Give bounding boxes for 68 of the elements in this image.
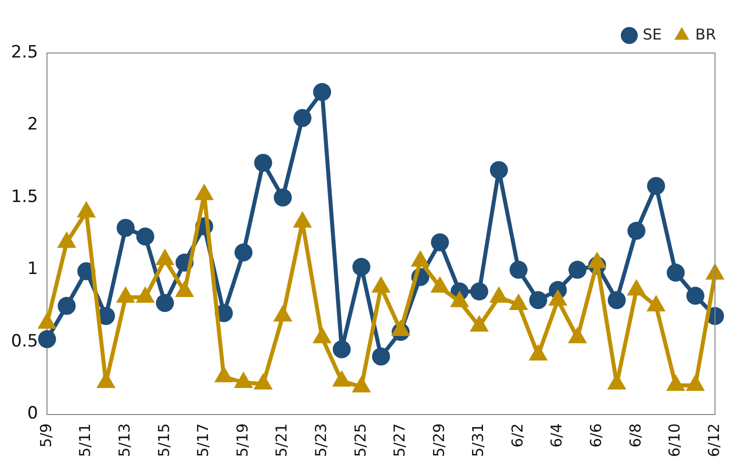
x-tick-label: 5/13 bbox=[116, 423, 134, 458]
point bbox=[489, 286, 508, 303]
point bbox=[175, 280, 194, 297]
point bbox=[293, 109, 312, 128]
point bbox=[509, 293, 528, 310]
y-tick-label: 0 bbox=[27, 404, 38, 424]
point bbox=[234, 372, 254, 388]
point bbox=[312, 326, 332, 344]
point bbox=[686, 374, 705, 391]
point bbox=[647, 176, 666, 195]
legend-label: BR bbox=[695, 25, 716, 44]
point bbox=[116, 218, 135, 237]
point bbox=[430, 276, 450, 293]
point bbox=[274, 188, 292, 207]
point bbox=[273, 305, 292, 322]
x-tick-label: 5/29 bbox=[430, 423, 448, 458]
y-tick-label: 2 bbox=[27, 114, 38, 135]
y-tick-label: 1.5 bbox=[10, 186, 38, 207]
x-tick-label: 5/19 bbox=[233, 423, 252, 458]
x-tick-label: 6/12 bbox=[704, 423, 723, 458]
point bbox=[548, 289, 568, 306]
point bbox=[313, 83, 332, 102]
point bbox=[666, 374, 686, 391]
point bbox=[254, 372, 273, 390]
point bbox=[510, 260, 528, 279]
point bbox=[430, 233, 449, 252]
x-tick-label: 5/15 bbox=[154, 423, 173, 458]
point bbox=[116, 286, 136, 303]
point bbox=[352, 258, 370, 276]
point bbox=[627, 222, 646, 240]
point bbox=[136, 228, 154, 246]
legend-label: SE bbox=[642, 25, 662, 44]
point bbox=[38, 312, 57, 329]
y-tick-label: 2.5 bbox=[10, 42, 38, 62]
point bbox=[588, 252, 607, 268]
point bbox=[155, 248, 174, 266]
point bbox=[490, 161, 508, 180]
x-tick-label: 5/9 bbox=[36, 423, 55, 448]
point bbox=[371, 276, 391, 293]
point bbox=[646, 294, 666, 312]
point bbox=[332, 370, 352, 387]
point bbox=[568, 260, 586, 279]
point bbox=[254, 154, 272, 172]
x-tick-label: 5/23 bbox=[312, 423, 330, 458]
point bbox=[136, 286, 155, 303]
y-tick-label: 1 bbox=[27, 259, 38, 280]
x-tick-label: 5/17 bbox=[194, 423, 212, 458]
y-tick-label: 0.5 bbox=[10, 331, 38, 352]
point bbox=[568, 326, 588, 344]
x-tick-label: 5/27 bbox=[390, 423, 409, 458]
x-tick-label: 5/25 bbox=[351, 423, 370, 458]
point bbox=[352, 376, 371, 392]
x-tick-label: 6/4 bbox=[548, 423, 566, 448]
x-tick-label: 6/10 bbox=[666, 423, 684, 458]
point bbox=[391, 319, 410, 336]
point bbox=[450, 290, 470, 308]
x-tick-label: 6/8 bbox=[626, 423, 644, 448]
point bbox=[528, 344, 548, 361]
x-tick-label: 6/2 bbox=[508, 423, 526, 448]
point bbox=[214, 366, 234, 382]
x-tick-label: 5/31 bbox=[469, 423, 488, 458]
point bbox=[410, 250, 430, 267]
x-tick-label: 5/11 bbox=[76, 423, 94, 458]
point bbox=[234, 243, 252, 262]
x-tick-label: 6/6 bbox=[587, 423, 606, 448]
x-tick-label: 5/21 bbox=[272, 423, 291, 458]
point bbox=[626, 279, 646, 296]
point bbox=[470, 315, 489, 332]
